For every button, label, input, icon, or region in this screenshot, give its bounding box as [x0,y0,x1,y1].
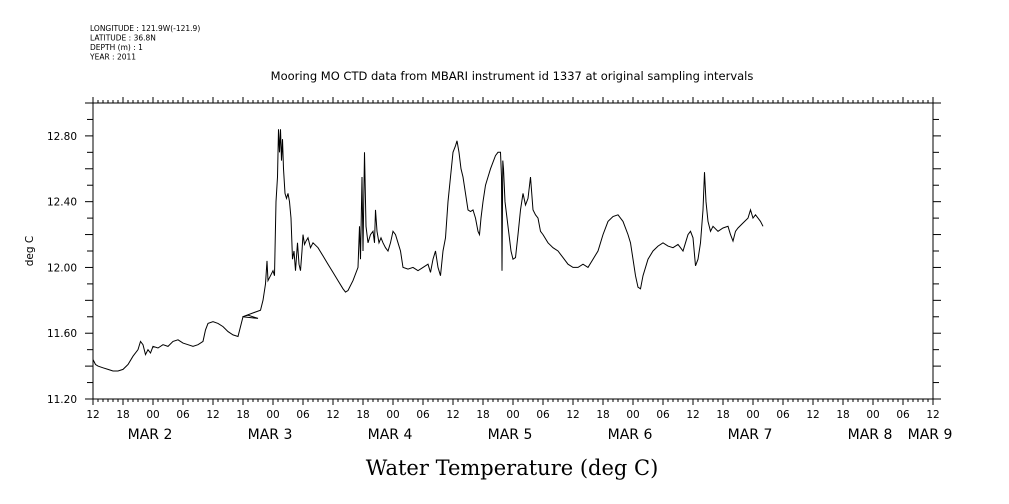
x-hour-tick-label: 00 [146,409,159,421]
x-hour-tick-label: 12 [686,409,699,421]
x-hour-tick-label: 18 [836,409,849,421]
x-hour-tick-label: 06 [416,409,430,421]
y-axis-tick-labels: 11.20 11.60 12.00 12.40 12.80 [47,131,77,406]
x-hour-tick-label: 12 [326,409,339,421]
x-hour-tick-label: 18 [716,409,729,421]
x-hour-tick-label: 18 [116,409,129,421]
x-hour-tick-label: 18 [476,409,489,421]
x-hour-tick-label: 06 [656,409,670,421]
chart-title: Mooring MO CTD data from MBARI instrumen… [271,69,754,83]
x-axis-tick-labels: 12 18 00 06 12 18 00 06 12 18 00 06 12 18 00 06 12 18 00 06… [86,409,939,421]
y-tick-label: 12.00 [47,262,77,274]
x-hour-tick-label: 06 [296,409,310,421]
axis-ticks [85,97,941,405]
x-hour-tick-label: 12 [86,409,99,421]
x-hour-tick-label: 00 [386,409,399,421]
y-tick-label: 12.80 [47,131,77,143]
x-hour-tick-label: 12 [926,409,939,421]
metadata-line: DEPTH (m) : 1 [90,43,143,52]
x-hour-tick-label: 06 [896,409,910,421]
x-day-label: MAR 9 [908,427,953,443]
x-hour-tick-label: 00 [506,409,519,421]
x-hour-tick-label: 06 [176,409,190,421]
x-hour-tick-label: 18 [236,409,249,421]
x-day-label: MAR 6 [608,427,653,443]
x-hour-tick-label: 12 [566,409,579,421]
x-day-label: MAR 4 [368,427,413,443]
x-hour-tick-label: 00 [626,409,639,421]
x-day-label: MAR 8 [848,427,893,443]
x-axis-day-labels: MAR 2 MAR 3 MAR 4 MAR 5 MAR 6 MAR 7 MAR 8 MAR 9 [128,427,953,443]
metadata-line: LATITUDE : 36.8N [90,34,156,43]
x-hour-tick-label: 06 [776,409,790,421]
y-tick-label: 11.60 [47,328,77,340]
x-day-label: MAR 5 [488,427,533,443]
y-tick-label: 12.40 [47,197,77,209]
x-hour-tick-label: 06 [536,409,550,421]
metadata-line: LONGITUDE : 121.9W(-121.9) [90,24,200,33]
metadata-line: YEAR : 2011 [89,53,136,62]
x-axis-title: Water Temperature (deg C) [366,456,659,480]
y-tick-label: 11.20 [47,394,77,406]
x-hour-tick-label: 18 [356,409,369,421]
x-hour-tick-label: 12 [446,409,459,421]
plot-frame [92,102,934,400]
x-hour-tick-label: 12 [206,409,219,421]
x-hour-tick-label: 00 [266,409,279,421]
x-hour-tick-label: 12 [806,409,819,421]
series-line [92,129,764,372]
x-hour-tick-label: 18 [596,409,609,421]
x-hour-tick-label: 00 [746,409,759,421]
x-day-label: MAR 2 [128,427,173,443]
x-day-label: MAR 3 [248,427,293,443]
y-axis-title: deg C [24,236,36,266]
x-hour-tick-label: 00 [866,409,879,421]
metadata-block: LONGITUDE : 121.9W(-121.9)LATITUDE : 36.… [89,24,200,62]
x-day-label: MAR 7 [728,427,773,443]
